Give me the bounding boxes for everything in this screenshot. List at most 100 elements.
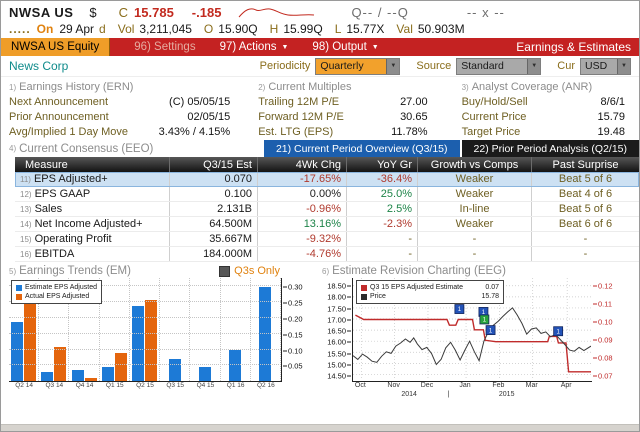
line-chart-month-labels: Oct Nov Dec Jan Feb Mar Apr bbox=[354, 382, 572, 389]
ticker-symbol: NWSA US bbox=[9, 4, 74, 20]
bar-chart-x-labels: Q2 14 Q3 14 Q4 14 Q1 15 Q2 15 Q3 15 Q4 15 Q1 16… bbox=[15, 382, 275, 389]
quote-bar: NWSA US $ C 15.785 -.185 Q-- / --Q -- x … bbox=[1, 1, 639, 38]
bid-ask-size: -- x -- bbox=[466, 4, 505, 20]
current-multiples-rows: Trailing 12M P/E 27.00 Forward 12M P/E 30.6… bbox=[258, 94, 427, 139]
volume-label: Vol bbox=[117, 22, 135, 36]
earnings-trends-plot-wrap: Estimate EPS Adjusted Actual EPS Adjusted… bbox=[9, 278, 322, 382]
bars bbox=[9, 278, 281, 381]
bar-chart-legend: Estimate EPS Adjusted Actual EPS Adjusted bbox=[11, 280, 102, 304]
quote-condition: Q-- / --Q bbox=[351, 4, 409, 20]
source-select[interactable]: Standard ▼ bbox=[456, 57, 542, 75]
panel-row: Prior Announcement 02/05/15 bbox=[9, 110, 231, 123]
currency-symbol: $ bbox=[89, 4, 97, 20]
mini-chart-toggle-icon[interactable]: ..... bbox=[9, 22, 31, 36]
view-controls: Periodicity Quarterly ▼ Source Standard ▼ … bbox=[244, 57, 631, 75]
line-chart-legend: Q3 15 EPS Adjusted Estimate 0.07 Price 15.7… bbox=[356, 280, 504, 304]
function-title: Earnings & Estimates bbox=[516, 40, 631, 54]
estimate-revision-chart: 6) Estimate Revision Charting (EEG) 14.50… bbox=[322, 264, 639, 405]
table-row[interactable]: 13) Sales 2.131B -0.96% 2.5% In-line Beat… bbox=[15, 202, 639, 217]
tab-prior-period-analysis[interactable]: 22) Prior Period Analysis (Q2/15) bbox=[461, 140, 639, 157]
line-chart-wrap: 14.50 15.00 15.50 16.00 16.50 17.00 17.50 18.00… bbox=[322, 278, 639, 382]
panel-row: Current Price 15.79 bbox=[461, 110, 625, 123]
bar-group bbox=[9, 278, 40, 381]
table-row[interactable]: 14) Net Income Adjusted+ 64.500M 13.16% -… bbox=[15, 217, 639, 232]
line-chart-year-labels: 2014 | 2015 bbox=[401, 391, 515, 398]
settings-menu[interactable]: 96) Settings bbox=[134, 41, 196, 53]
low-label: L bbox=[334, 22, 342, 36]
last-price-label: C bbox=[118, 4, 129, 20]
col-past-surprise: Past Surprise bbox=[531, 157, 639, 172]
panel-row: Target Price 19.48 bbox=[461, 125, 625, 138]
earnings-trends-plot: Estimate EPS Adjusted Actual EPS Adjusted bbox=[9, 278, 281, 382]
panel-row: Avg/Implied 1 Day Move 3.43% / 4.15% bbox=[9, 125, 231, 138]
bar-group bbox=[190, 278, 221, 381]
quote-date: 29 Apr bbox=[59, 22, 95, 36]
consensus-table-header: Measure Q3/15 Est 4Wk Chg YoY Gr Growth … bbox=[15, 157, 639, 172]
consensus-table: Measure Q3/15 Est 4Wk Chg YoY Gr Growth … bbox=[15, 157, 639, 262]
q3s-only-checkbox[interactable]: Q3s Only bbox=[219, 265, 280, 277]
company-name: News Corp bbox=[9, 59, 69, 73]
periodicity-label: Periodicity bbox=[259, 60, 311, 72]
earnings-trends-link[interactable]: 5) Earnings Trends (EM) bbox=[9, 265, 131, 277]
estimate-revision-title: 6) Estimate Revision Charting (EEG) bbox=[322, 264, 639, 278]
table-row[interactable]: 15) Operating Profit 35.667M -9.32% - - - bbox=[15, 232, 639, 247]
window-bottom-strip bbox=[1, 424, 639, 431]
periodicity-select[interactable]: Quarterly ▼ bbox=[315, 57, 401, 75]
tab-current-period-overview[interactable]: 21) Current Period Overview (Q3/15) bbox=[263, 140, 460, 157]
currency-label: Cur bbox=[557, 60, 575, 72]
table-row[interactable]: 11) EPS Adjusted+ 0.070 -17.65% -36.4% We… bbox=[15, 172, 639, 187]
eeg-plot-svg: 1 111 1 bbox=[353, 278, 591, 380]
currency-select[interactable]: USD ▼ bbox=[580, 57, 631, 75]
consensus-title[interactable]: 4) Current Consensus (EEO) bbox=[9, 142, 154, 155]
bar-group bbox=[100, 278, 130, 381]
estimate-revision-link[interactable]: 6) Estimate Revision Charting (EEG) bbox=[322, 265, 506, 277]
earnings-history-title[interactable]: 1) Earnings History (ERN) bbox=[9, 81, 134, 93]
open-value: 15.90Q bbox=[218, 22, 258, 36]
current-multiples-title[interactable]: 2) Current Multiples bbox=[258, 81, 352, 93]
panel-row: Next Announcement (C) 05/05/15 bbox=[9, 95, 231, 108]
consensus-header: 4) Current Consensus (EEO) 21) Current Pe… bbox=[1, 140, 639, 157]
svg-text:1: 1 bbox=[489, 328, 493, 334]
output-menu[interactable]: 98) Output ▼ bbox=[312, 41, 379, 53]
delay-flag: d bbox=[99, 22, 106, 36]
bar-group bbox=[69, 278, 100, 381]
function-menu-bar: NWSA US Equity 96) Settings 97) Actions ▼… bbox=[1, 38, 639, 56]
bar-chart-y-axis: 0.05 0.10 0.15 0.20 0.25 0.30 bbox=[281, 278, 316, 382]
value-traded: 50.903M bbox=[417, 22, 465, 36]
charts-row: 5) Earnings Trends (EM) Q3s Only Estimate… bbox=[1, 264, 639, 405]
bar-group bbox=[39, 278, 70, 381]
quote-line-1: NWSA US $ C 15.785 -.185 Q-- / --Q -- x … bbox=[9, 3, 631, 21]
chevron-down-icon: ▼ bbox=[386, 58, 400, 74]
earnings-trends-chart: 5) Earnings Trends (EM) Q3s Only Estimate… bbox=[1, 264, 322, 405]
svg-text:1: 1 bbox=[458, 307, 462, 313]
intraday-sparkline-icon bbox=[239, 7, 315, 17]
panel-row: Forward 12M P/E 30.65 bbox=[258, 110, 428, 123]
sub-bar: News Corp Periodicity Quarterly ▼ Source … bbox=[1, 56, 639, 77]
svg-text:1: 1 bbox=[483, 318, 487, 324]
table-row[interactable]: 16) EBITDA 184.000M -4.76% - - - bbox=[15, 247, 639, 262]
analyst-coverage-title[interactable]: 3) Analyst Coverage (ANR) bbox=[461, 81, 593, 93]
checkbox-icon bbox=[219, 265, 231, 277]
actions-menu[interactable]: 97) Actions ▼ bbox=[219, 41, 289, 53]
chevron-down-icon: ▼ bbox=[281, 44, 289, 51]
svg-text:1: 1 bbox=[556, 329, 560, 335]
estimate-y-axis: 0.07 0.08 0.09 0.10 0.11 0.12 bbox=[592, 278, 626, 382]
col-4wk-chg: 4Wk Chg bbox=[257, 157, 346, 172]
analyst-coverage-rows: Buy/Hold/Sell 8/6/1 Current Price 15.79 Targ… bbox=[462, 94, 625, 139]
col-measure: Measure bbox=[25, 158, 68, 171]
col-growth-vs-comps: Growth vs Comps bbox=[417, 157, 531, 172]
panel-row: Trailing 12M P/E 27.00 bbox=[258, 95, 428, 108]
table-row[interactable]: 12) EPS GAAP 0.100 0.00% 25.0% Weaker Bea… bbox=[15, 187, 639, 202]
earnings-trends-title: 5) Earnings Trends (EM) Q3s Only bbox=[9, 264, 322, 278]
high-value: 15.99Q bbox=[283, 22, 323, 36]
price-change: -.185 bbox=[191, 4, 222, 20]
price-y-axis: 14.50 15.00 15.50 16.00 16.50 17.00 17.50 18.00… bbox=[322, 278, 352, 382]
bar-group bbox=[251, 278, 281, 381]
security-tab[interactable]: NWSA US Equity bbox=[1, 38, 111, 56]
current-consensus-section: 4) Current Consensus (EEO) 21) Current Pe… bbox=[1, 140, 639, 262]
quote-line-2: ..... On 29 Apr d Vol 3,211,045 O 15.90Q… bbox=[9, 21, 631, 37]
chevron-down-icon: ▼ bbox=[371, 44, 379, 51]
line-plot: Q3 15 EPS Adjusted Estimate 0.07 Price 15.7… bbox=[352, 278, 592, 382]
high-label: H bbox=[269, 22, 279, 36]
